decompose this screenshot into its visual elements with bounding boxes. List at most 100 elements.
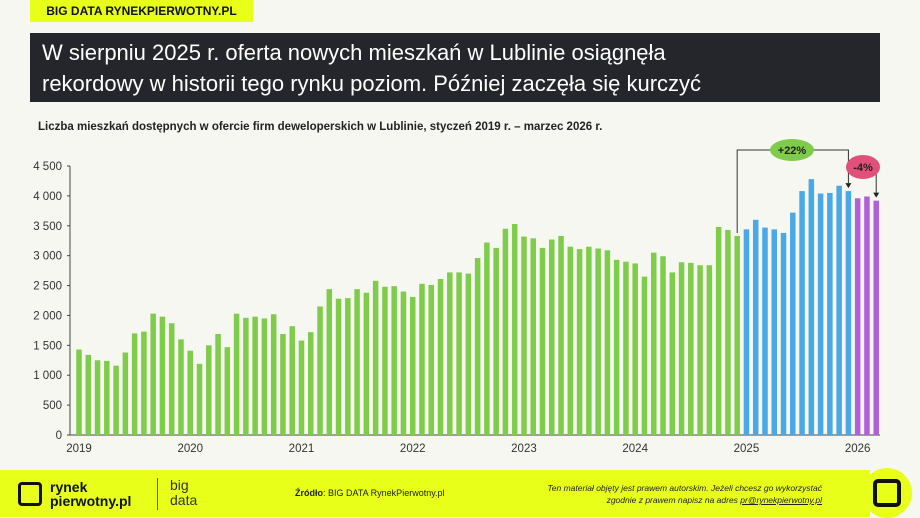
bar (697, 265, 703, 435)
bar (391, 286, 397, 435)
logo-big: big (170, 477, 189, 493)
bar (790, 212, 796, 435)
bar (354, 289, 360, 435)
logo-text: rynek (50, 479, 88, 495)
y-tick-label: 2 000 (33, 310, 62, 322)
bar (104, 360, 110, 435)
email-link[interactable]: pr@rynekpierwotny.pl (740, 495, 822, 505)
bar (456, 272, 462, 435)
bar (502, 228, 509, 435)
bar (613, 259, 620, 435)
bar (725, 229, 731, 435)
bar (178, 339, 184, 435)
bar (808, 179, 815, 435)
bar (799, 191, 805, 435)
bar (604, 250, 611, 435)
bar (270, 314, 277, 435)
bar (706, 265, 713, 435)
change-badge (846, 155, 880, 179)
bar (437, 278, 444, 435)
bar (715, 226, 722, 435)
bar (94, 360, 101, 435)
bar (493, 247, 499, 435)
bar (817, 193, 824, 435)
y-tick-label: 4 000 (33, 191, 62, 203)
bar (595, 248, 601, 435)
y-tick-label: 1 000 (33, 370, 62, 382)
x-tick-label: 2022 (400, 443, 426, 455)
bar (187, 350, 193, 435)
title-line-1: W sierpniu 2025 r. oferta nowych mieszka… (42, 40, 666, 65)
bar (280, 333, 286, 435)
bar (586, 246, 592, 435)
bar (298, 340, 305, 435)
change-badge (770, 139, 814, 161)
x-tick-label: 2023 (511, 443, 537, 455)
bar (660, 256, 666, 435)
x-tick-label: 2021 (289, 443, 315, 455)
bar-chart: 0 500 1 000 1 500 2 000 2 500 3 000 3 500 4 000 4… (33, 139, 880, 455)
y-tick-label: 2 500 (33, 281, 62, 293)
y-tick-label: 4 500 (33, 161, 62, 173)
bar (335, 298, 342, 435)
y-tick-label: 3 500 (33, 221, 62, 233)
bar (484, 242, 490, 435)
bar (734, 235, 740, 435)
source-label: Źródło (295, 488, 323, 498)
bar (215, 333, 221, 435)
bigdata-logo: big data (170, 478, 197, 508)
bar (567, 246, 574, 435)
bar (317, 306, 323, 435)
bar (168, 323, 175, 435)
y-tick-label: 1 500 (33, 340, 62, 352)
page-title: W sierpniu 2025 r. oferta nowych mieszka… (30, 33, 880, 102)
bar (845, 191, 852, 435)
change-label: -4% (853, 162, 873, 174)
copyright-note: Ten materiał objęty jest prawem autorski… (547, 482, 822, 506)
arrow-icon (845, 183, 852, 189)
bar (372, 280, 379, 435)
y-tick-label: 500 (43, 400, 62, 412)
bar (113, 365, 119, 435)
bar (409, 296, 416, 435)
x-tick-label: 2024 (622, 443, 648, 455)
title-line-2: rekordowy w historii tego rynku poziom. … (42, 71, 702, 96)
bar (743, 229, 750, 435)
bar (558, 235, 564, 435)
corner-logo (862, 468, 912, 518)
bar (85, 354, 92, 435)
bar (308, 332, 314, 435)
source-note: Źródło: BIG DATA RynekPierwotny.pl (295, 488, 445, 498)
y-tick-label: 0 (56, 430, 62, 442)
bar (465, 273, 472, 435)
logo-text: pierwotny.pl (50, 493, 132, 509)
bar (150, 313, 156, 435)
bar (762, 227, 768, 435)
bar (549, 239, 555, 435)
bar (530, 238, 536, 435)
copyright-line: zgodnie z prawem napisz na adres (606, 495, 741, 505)
x-tick-label: 2020 (177, 443, 203, 455)
bar (419, 283, 425, 435)
bar (873, 200, 879, 435)
bar (289, 326, 295, 435)
x-tick-label: 2025 (734, 443, 760, 455)
bar (428, 284, 435, 435)
chart-title: Liczba mieszkań dostępnych w ofercie fir… (38, 121, 603, 133)
bar (641, 276, 648, 435)
bar (836, 185, 842, 435)
y-tick-label: 3 000 (33, 251, 62, 263)
bar (576, 249, 583, 435)
logo-square-icon (873, 479, 901, 507)
divider (157, 478, 158, 510)
bar (224, 347, 231, 435)
bar (131, 333, 138, 435)
bar (474, 258, 481, 435)
bar (206, 345, 212, 435)
bar (752, 219, 759, 435)
bar (827, 192, 833, 435)
bar (243, 317, 249, 435)
bar (447, 272, 453, 435)
source-text: : BIG DATA RynekPierwotny.pl (323, 488, 445, 498)
rynekpierwotny-logo: rynek pierwotny.pl (18, 480, 131, 508)
